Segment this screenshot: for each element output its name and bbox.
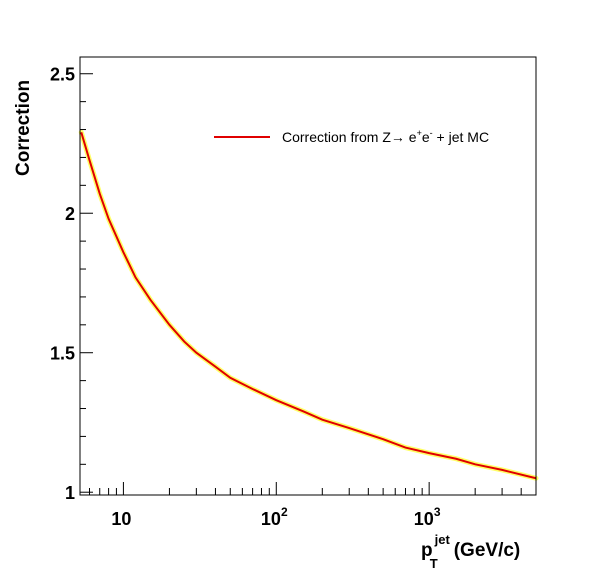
legend-entry-text: Correction from Z→ e+e- + jet MC <box>282 128 489 145</box>
y-tick-label: 2.5 <box>50 65 75 85</box>
y-tick-label: 2 <box>65 204 75 224</box>
x-tick-label: 10 <box>111 509 131 529</box>
legend: Correction from Z→ e+e- + jet MC <box>214 128 489 145</box>
correction-series-line <box>80 132 537 480</box>
y-axis-ticks <box>80 73 93 493</box>
y-tick-label: 1.5 <box>50 344 75 364</box>
x-tick-labels: 10 102 103 <box>111 505 440 529</box>
x-axis-title-main: p <box>421 540 433 561</box>
curves <box>78 129 539 481</box>
x-axis-title-sup: jet <box>434 532 451 547</box>
x-tick-label: 102 <box>261 505 288 529</box>
x-tick-label: 103 <box>414 505 441 529</box>
x-axis-title: pjet T (GeV/c) <box>421 532 520 571</box>
y-axis-title: Correction <box>13 80 34 176</box>
x-axis-title-sub: T <box>430 556 438 571</box>
plot-frame <box>79 56 537 496</box>
x-axis-ticks <box>89 482 537 495</box>
y-tick-label: 1 <box>65 483 75 503</box>
y-tick-labels: 1 1.5 2 2.5 <box>50 65 75 503</box>
x-axis-title-unit: (GeV/c) <box>454 540 521 561</box>
